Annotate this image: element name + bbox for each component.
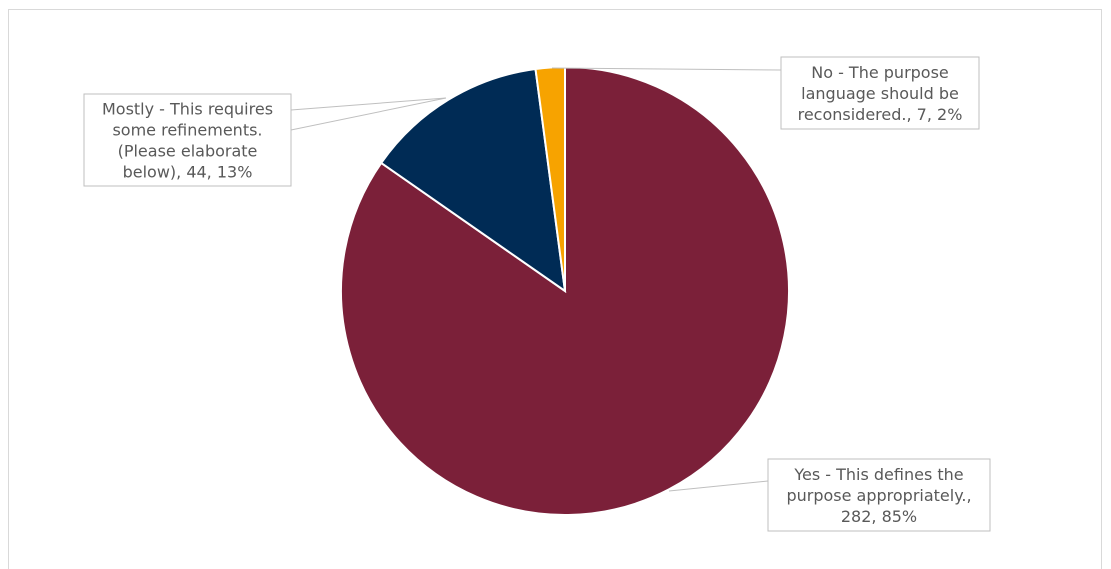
leader-line-1 bbox=[290, 97, 447, 111]
label-mostly-box bbox=[83, 93, 292, 187]
leader-line-1-b bbox=[290, 97, 447, 131]
slice-yes bbox=[340, 65, 790, 516]
label-yes-box bbox=[767, 458, 991, 532]
chart-frame bbox=[8, 9, 1102, 569]
slice-no bbox=[534, 65, 566, 292]
leader-line-2 bbox=[551, 67, 782, 71]
label-no-line: language should be bbox=[801, 84, 959, 103]
label-yes-line: purpose appropriately., bbox=[786, 486, 971, 505]
label-no-line: No - The purpose bbox=[811, 63, 949, 82]
label-mostly-line: below), 44, 13% bbox=[123, 162, 253, 181]
leader-line-0 bbox=[668, 480, 769, 492]
label-yes-line: 282, 85% bbox=[841, 507, 917, 526]
label-mostly-line: Mostly - This requires bbox=[102, 99, 273, 118]
slice-mostly bbox=[379, 67, 567, 294]
label-yes: Yes - This defines the purpose appropriat… bbox=[786, 465, 971, 526]
label-no: No - The purpose language should be recons… bbox=[798, 63, 963, 124]
label-no-line: reconsidered., 7, 2% bbox=[798, 105, 963, 124]
label-no-box bbox=[780, 56, 980, 130]
label-mostly-line: (Please elaborate bbox=[118, 141, 258, 160]
leader-lines bbox=[290, 67, 782, 492]
data-labels: Yes - This defines the purpose appropriat… bbox=[83, 56, 991, 532]
label-yes-line: Yes - This defines the bbox=[793, 465, 963, 484]
label-mostly: Mostly - This requires some refinements. (… bbox=[102, 99, 273, 181]
label-mostly-line: some refinements. bbox=[112, 120, 262, 139]
pie-slices bbox=[340, 65, 790, 516]
